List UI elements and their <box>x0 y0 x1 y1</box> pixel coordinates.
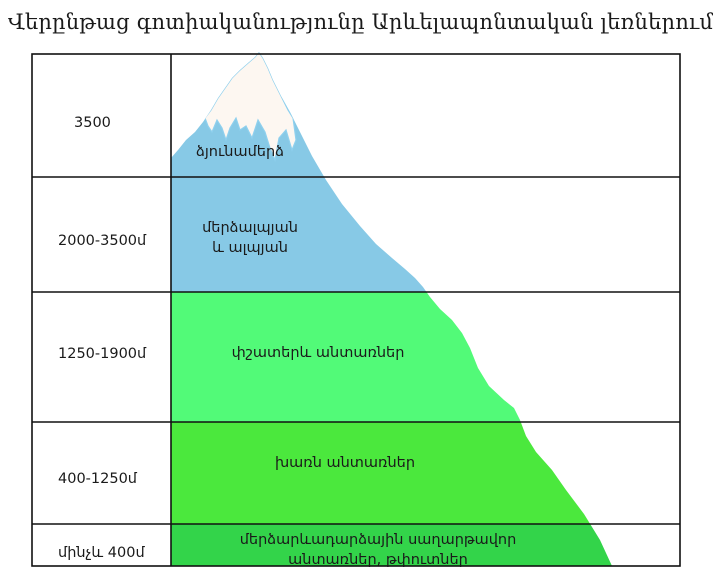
zone-label-line: խառն անտառներ <box>274 455 416 471</box>
diagram-title: Վերընթաց գոտիականությունը Արևելապոնտական… <box>8 10 714 34</box>
altitude-label-mixed: 400-1250մ <box>58 471 137 487</box>
zone-label-alpine: մերձալպյան և ալպյան <box>190 218 310 258</box>
zone-label-line: փշատերև անտառներ <box>231 345 405 361</box>
altitude-label-conifer: 1250-1900մ <box>58 346 147 362</box>
zone-label-line: մերձալպյան <box>202 220 298 236</box>
zone-label-subtropical: մերձարևադարձային սաղարթավոր անտառներ, թփ… <box>228 530 528 570</box>
zone-band-subtropical <box>171 524 612 566</box>
zone-label-snow: ձյունամերձ <box>180 142 300 162</box>
altitude-label-subtropical: մինչև 400մ <box>58 545 145 561</box>
zone-label-line: մերձարևադարձային սաղարթավոր <box>239 532 517 548</box>
snow-cap <box>204 52 297 163</box>
zone-label-line: և ալպյան <box>212 240 288 256</box>
altitude-label-alpine: 2000-3500մ <box>58 233 147 249</box>
altitude-label-snow: 3500 <box>74 115 111 131</box>
zone-label-conifer: փշատերև անտառներ <box>218 343 418 363</box>
zone-label-line: ձյունամերձ <box>196 144 284 160</box>
mountain-zones <box>171 52 612 566</box>
table-grid <box>31 53 681 567</box>
table-border <box>31 53 681 567</box>
zone-label-mixed: խառն անտառներ <box>255 453 435 473</box>
zone-label-line: անտառներ, թփուտներ <box>288 552 468 568</box>
zone-band-mixed <box>171 422 612 524</box>
